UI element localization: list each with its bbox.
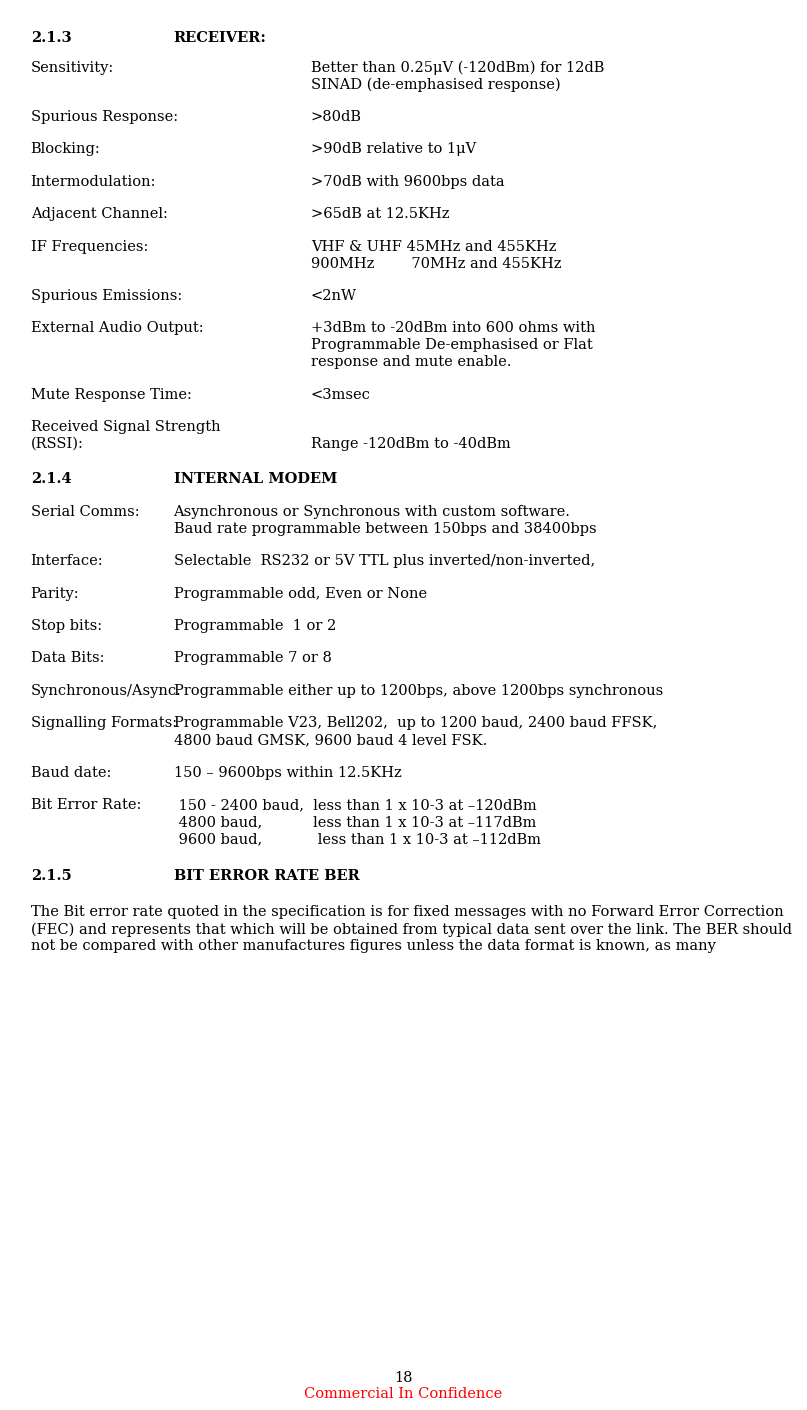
- Text: 18: 18: [395, 1371, 412, 1385]
- Text: 900MHz        70MHz and 455KHz: 900MHz 70MHz and 455KHz: [311, 257, 561, 271]
- Text: Better than 0.25μV (-120dBm) for 12dB: Better than 0.25μV (-120dBm) for 12dB: [311, 61, 604, 75]
- Text: Bit Error Rate:: Bit Error Rate:: [31, 798, 141, 812]
- Text: Range -120dBm to -40dBm: Range -120dBm to -40dBm: [311, 437, 511, 451]
- Text: 4800 baud,           less than 1 x 10-3 at –117dBm: 4800 baud, less than 1 x 10-3 at –117dBm: [174, 815, 536, 829]
- Text: Adjacent Channel:: Adjacent Channel:: [31, 207, 168, 221]
- Text: The Bit error rate quoted in the specification is for fixed messages with no For: The Bit error rate quoted in the specifi…: [31, 905, 784, 919]
- Text: 2.1.4: 2.1.4: [31, 472, 71, 486]
- Text: Interface:: Interface:: [31, 554, 103, 568]
- Text: (FEC) and represents that which will be obtained from typical data sent over the: (FEC) and represents that which will be …: [31, 922, 792, 936]
- Text: RECEIVER:: RECEIVER:: [174, 31, 266, 45]
- Text: >80dB: >80dB: [311, 110, 362, 124]
- Text: 9600 baud,            less than 1 x 10-3 at –112dBm: 9600 baud, less than 1 x 10-3 at –112dBm: [174, 832, 541, 846]
- Text: Programmable odd, Even or None: Programmable odd, Even or None: [174, 587, 427, 601]
- Text: Programmable  1 or 2: Programmable 1 or 2: [174, 619, 336, 633]
- Text: IF Frequencies:: IF Frequencies:: [31, 240, 148, 254]
- Text: Commercial In Confidence: Commercial In Confidence: [304, 1387, 503, 1402]
- Text: Baud rate programmable between 150bps and 38400bps: Baud rate programmable between 150bps an…: [174, 522, 596, 536]
- Text: Spurious Response:: Spurious Response:: [31, 110, 178, 124]
- Text: Stop bits:: Stop bits:: [31, 619, 102, 633]
- Text: 2.1.3: 2.1.3: [31, 31, 71, 45]
- Text: Programmable 7 or 8: Programmable 7 or 8: [174, 651, 332, 666]
- Text: 2.1.5: 2.1.5: [31, 869, 71, 883]
- Text: (RSSI):: (RSSI):: [31, 437, 84, 451]
- Text: Asynchronous or Synchronous with custom software.: Asynchronous or Synchronous with custom …: [174, 505, 571, 519]
- Text: Received Signal Strength: Received Signal Strength: [31, 420, 220, 434]
- Text: <3msec: <3msec: [311, 388, 370, 402]
- Text: Programmable V23, Bell202,  up to 1200 baud, 2400 baud FFSK,: Programmable V23, Bell202, up to 1200 ba…: [174, 716, 657, 730]
- Text: Mute Response Time:: Mute Response Time:: [31, 388, 191, 402]
- Text: Parity:: Parity:: [31, 587, 79, 601]
- Text: Selectable  RS232 or 5V TTL plus inverted/non-inverted,: Selectable RS232 or 5V TTL plus inverted…: [174, 554, 595, 568]
- Text: 4800 baud GMSK, 9600 baud 4 level FSK.: 4800 baud GMSK, 9600 baud 4 level FSK.: [174, 733, 487, 747]
- Text: 150 – 9600bps within 12.5KHz: 150 – 9600bps within 12.5KHz: [174, 766, 401, 780]
- Text: Signalling Formats:: Signalling Formats:: [31, 716, 177, 730]
- Text: <2nW: <2nW: [311, 289, 357, 303]
- Text: Blocking:: Blocking:: [31, 142, 100, 157]
- Text: Intermodulation:: Intermodulation:: [31, 175, 157, 189]
- Text: Programmable either up to 1200bps, above 1200bps synchronous: Programmable either up to 1200bps, above…: [174, 684, 663, 698]
- Text: External Audio Output:: External Audio Output:: [31, 321, 203, 336]
- Text: BIT ERROR RATE BER: BIT ERROR RATE BER: [174, 869, 359, 883]
- Text: VHF & UHF 45MHz and 455KHz: VHF & UHF 45MHz and 455KHz: [311, 240, 556, 254]
- Text: >65dB at 12.5KHz: >65dB at 12.5KHz: [311, 207, 449, 221]
- Text: INTERNAL MODEM: INTERNAL MODEM: [174, 472, 337, 486]
- Text: Data Bits:: Data Bits:: [31, 651, 104, 666]
- Text: >70dB with 9600bps data: >70dB with 9600bps data: [311, 175, 504, 189]
- Text: Programmable De-emphasised or Flat: Programmable De-emphasised or Flat: [311, 338, 592, 352]
- Text: response and mute enable.: response and mute enable.: [311, 355, 511, 369]
- Text: Synchronous/Async.: Synchronous/Async.: [31, 684, 182, 698]
- Text: Baud date:: Baud date:: [31, 766, 111, 780]
- Text: SINAD (de-emphasised response): SINAD (de-emphasised response): [311, 78, 560, 92]
- Text: Sensitivity:: Sensitivity:: [31, 61, 114, 75]
- Text: Spurious Emissions:: Spurious Emissions:: [31, 289, 182, 303]
- Text: not be compared with other manufactures figures unless the data format is known,: not be compared with other manufactures …: [31, 939, 716, 953]
- Text: >90dB relative to 1μV: >90dB relative to 1μV: [311, 142, 476, 157]
- Text: 150 - 2400 baud,  less than 1 x 10-3 at –120dBm: 150 - 2400 baud, less than 1 x 10-3 at –…: [174, 798, 537, 812]
- Text: Serial Comms:: Serial Comms:: [31, 505, 140, 519]
- Text: +3dBm to -20dBm into 600 ohms with: +3dBm to -20dBm into 600 ohms with: [311, 321, 596, 336]
